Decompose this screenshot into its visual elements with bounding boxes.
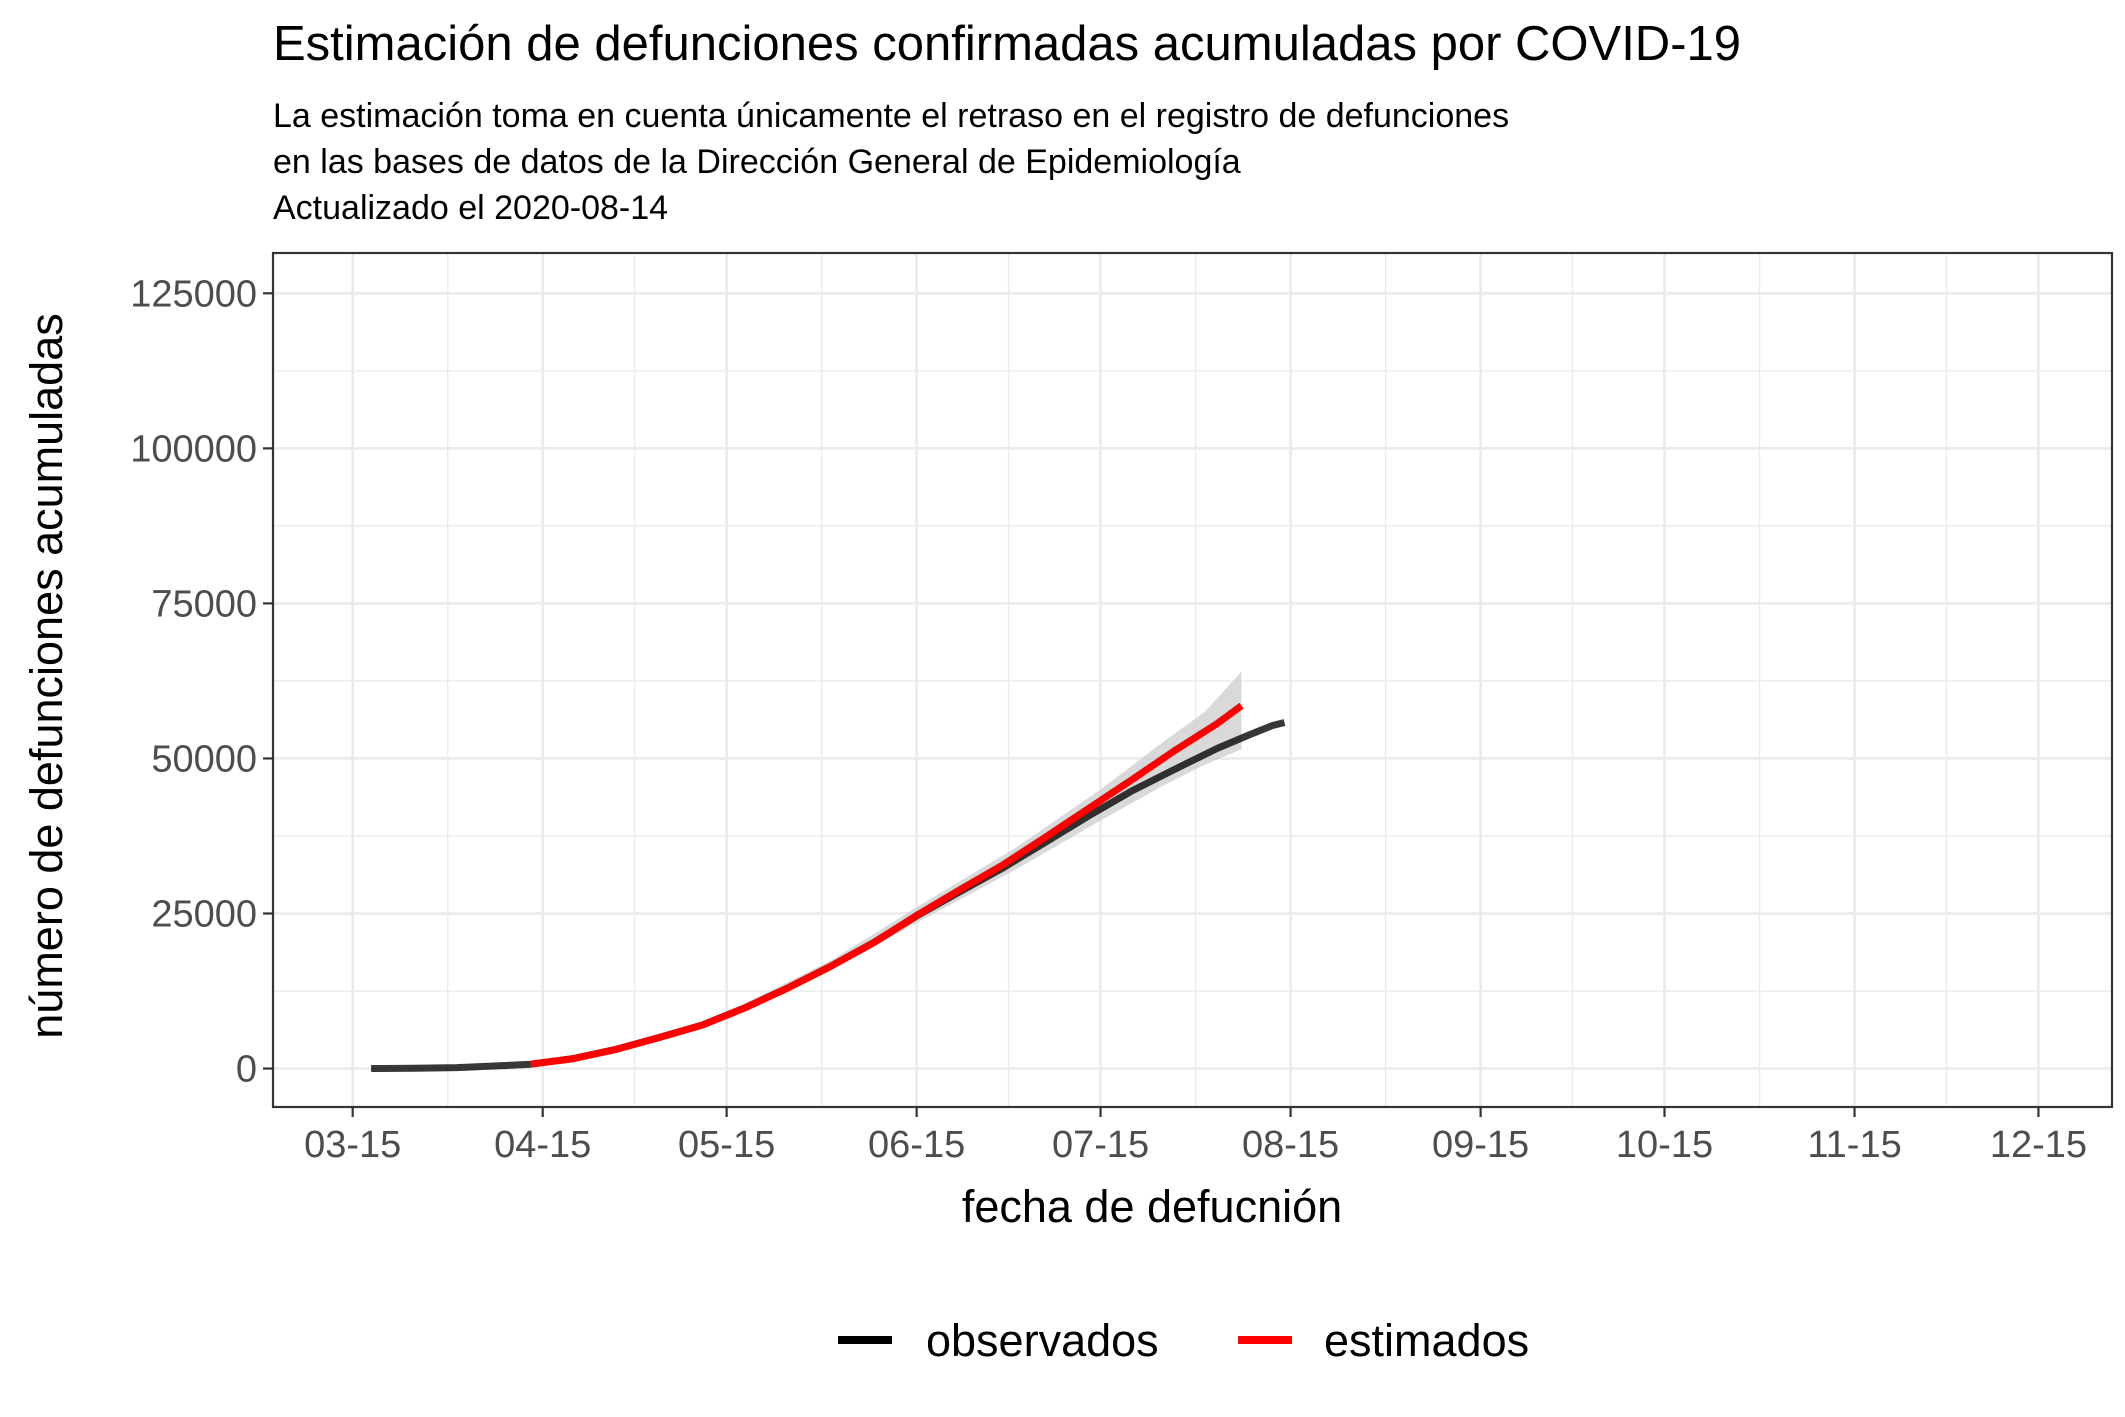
y-tick-label: 0 <box>236 1049 257 1091</box>
x-axis-title: fecha de defucnión <box>962 1181 1342 1232</box>
grid <box>273 253 2112 1107</box>
legend: observados estimados <box>838 1315 1529 1366</box>
chart-subtitle-line-3: Actualizado el 2020-08-14 <box>273 189 668 227</box>
plot-panel-border <box>271 251 2114 1109</box>
axes: 0 25000 50000 75000 100000 125000 03-15 04-15 05… <box>130 273 2087 1166</box>
x-tick-label: 05-15 <box>678 1124 775 1166</box>
x-tick-label: 09-15 <box>1432 1124 1529 1166</box>
x-tick-label: 03-15 <box>304 1124 401 1166</box>
x-tick-label: 07-15 <box>1052 1124 1149 1166</box>
x-tick-label: 06-15 <box>868 1124 965 1166</box>
series-layer <box>371 702 1286 1072</box>
x-tick-label: 11-15 <box>1807 1124 1901 1166</box>
chart-subtitle-line-1: La estimación toma en cuenta únicamente … <box>273 97 1509 135</box>
x-tick-label: 10-15 <box>1616 1124 1713 1166</box>
y-tick-label: 100000 <box>130 428 257 470</box>
x-tick-label: 12-15 <box>1990 1124 2087 1166</box>
chart-subtitle-line-2: en las bases de datos de la Dirección Ge… <box>273 143 1241 181</box>
legend-label-observados: observados <box>926 1315 1159 1366</box>
y-tick-label: 50000 <box>151 738 257 780</box>
legend-label-estimados: estimados <box>1324 1315 1529 1366</box>
series-line-estimados <box>530 702 1244 1068</box>
x-tick-label: 08-15 <box>1242 1124 1339 1166</box>
x-tick-label: 04-15 <box>494 1124 591 1166</box>
chart-title: Estimación de defunciones confirmadas ac… <box>273 17 1741 71</box>
confidence-band <box>726 671 1242 1021</box>
confidence-band-layer <box>726 671 1242 1021</box>
y-tick-label: 25000 <box>151 894 257 936</box>
y-tick-label: 75000 <box>151 583 257 625</box>
y-tick-label: 125000 <box>130 273 257 315</box>
y-axis-title: número de defunciones acumuladas <box>21 313 72 1038</box>
